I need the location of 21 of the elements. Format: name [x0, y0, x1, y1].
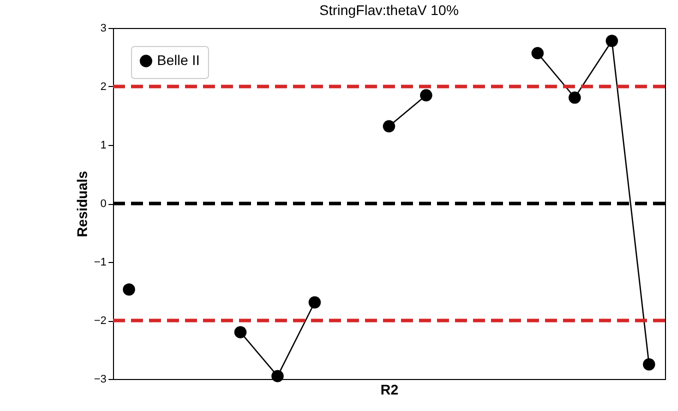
chart-title: StringFlav:thetaV 10%: [319, 2, 459, 18]
y-tick-label: 0: [100, 198, 106, 210]
legend-label: Belle II: [157, 52, 200, 68]
y-axis-title: Residuals: [74, 170, 90, 238]
point: [642, 358, 656, 370]
y-tick-label: −3: [94, 374, 106, 386]
point: [271, 370, 284, 382]
y-tick-label: 2: [100, 81, 106, 93]
point: [382, 120, 396, 132]
point: [568, 92, 581, 104]
point: [122, 283, 136, 296]
point: [234, 326, 247, 338]
y-tick-label: 1: [100, 140, 106, 152]
point: [531, 47, 544, 60]
y-tick-label: 3: [100, 22, 106, 34]
point: [420, 89, 432, 102]
point: [308, 296, 321, 308]
point: [606, 34, 618, 47]
x-axis-title: R2: [380, 382, 399, 398]
y-tick-label: −2: [94, 315, 106, 327]
y-tick-label: −1: [94, 256, 106, 268]
